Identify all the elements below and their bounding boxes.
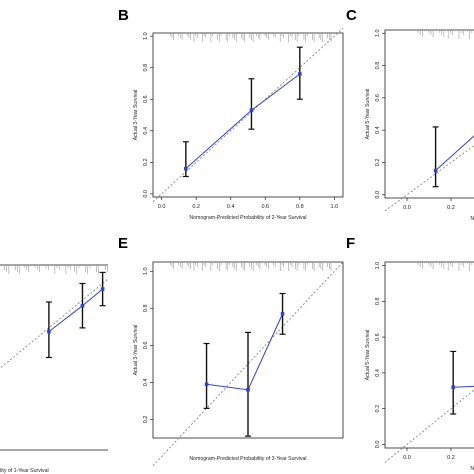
calibration-point <box>298 72 302 76</box>
x-tick-label: 1.0 <box>331 204 339 210</box>
y-tick-label: 0.4 <box>143 379 149 387</box>
y-tick-label: 0.4 <box>375 126 381 134</box>
calibration-point <box>249 108 254 113</box>
y-tick-label: 1.0 <box>375 29 381 37</box>
y-tick-label: 1.0 <box>143 267 149 275</box>
y-tick-label: 0.4 <box>375 369 381 377</box>
y-tick-label: 0.8 <box>143 64 149 72</box>
rug-marks <box>417 30 473 39</box>
y-tick-label: 0.6 <box>143 95 149 103</box>
x-axis-label: Nomogram-Predicted Probability of 2-Year… <box>189 215 306 221</box>
plot-frame <box>384 261 474 449</box>
panel-c: 0.00.20.40.00.20.40.60.81.0Nomogram-Pred… <box>365 29 474 222</box>
x-axis-label: Actual Probability of 1-Year Survival <box>0 468 49 474</box>
x-axis-label: Nomogram-Predicted <box>470 216 474 222</box>
y-axis-label: Actual 5-Year Survival <box>365 89 371 140</box>
x-tick-label: 0.0 <box>403 455 411 461</box>
panel-e: 0.2 0.4 0.6 0.8 1.0 Nomogram-Predicted Probab… <box>133 261 344 467</box>
panel-letter-c: C <box>346 7 357 24</box>
y-tick-label: 0.8 <box>143 304 149 312</box>
panel-d: Actual Probability of 1-Year Survival <box>0 264 108 474</box>
panel-b: 0.0 0.2 0.4 0.6 0.8 1.0 0.0 0.2 0.4 0.6 0.8 1.0 Nomo… <box>133 27 344 221</box>
calibration-line <box>453 385 474 388</box>
panel-letter-b: B <box>118 7 129 24</box>
panel-letter-f: F <box>346 235 355 252</box>
calibration-point <box>47 329 51 334</box>
y-tick-label: 1.0 <box>375 262 381 270</box>
y-tick-label: 0.4 <box>143 127 149 135</box>
reference-diagonal <box>0 278 108 369</box>
rug-marks <box>169 33 332 42</box>
x-tick-label: 0.8 <box>296 204 304 210</box>
x-tick-label: 0.0 <box>403 205 411 211</box>
x-tick-label: 0.2 <box>447 205 455 211</box>
y-axis-label: Actual 5-Year Survival <box>365 330 371 381</box>
plot-frame <box>0 264 108 451</box>
plot-frame <box>384 29 474 199</box>
y-tick-label: 0.8 <box>375 62 381 70</box>
calibration-point <box>451 385 455 389</box>
x-axis-label: Nomogram-Predicted Probability of 3-Year… <box>189 456 306 462</box>
rug-marks <box>169 262 332 271</box>
y-axis-label: Actual 3-Year Survival <box>133 325 139 376</box>
calibration-line <box>48 288 103 332</box>
x-tick-label: 0.6 <box>261 204 269 210</box>
panel-letter-e: E <box>118 235 128 252</box>
calibration-line <box>185 73 301 169</box>
calibration-point <box>184 166 188 171</box>
rug-marks <box>417 262 473 271</box>
plot-frame <box>152 32 344 198</box>
x-tick-label: 0.2 <box>192 204 200 210</box>
calibration-point <box>80 303 85 308</box>
y-tick-label: 0.0 <box>375 191 381 199</box>
calibration-point <box>280 312 285 316</box>
x-tick-label: 0.0 <box>158 204 166 210</box>
y-tick-label: 0.6 <box>143 342 149 350</box>
y-tick-label: 1.0 <box>143 32 149 40</box>
calibration-line <box>435 135 474 171</box>
calibration-line <box>206 313 284 391</box>
calibration-point <box>246 388 250 392</box>
x-tick-label: 0.4 <box>227 204 235 210</box>
y-tick-label: 0.0 <box>375 441 381 449</box>
y-tick-label: 0.2 <box>375 405 381 413</box>
reference-diagonal <box>384 145 474 212</box>
plot-frame <box>152 261 344 439</box>
calibration-point <box>100 287 105 291</box>
calibration-point <box>204 382 209 387</box>
y-tick-label: 0.2 <box>375 159 381 167</box>
calibration-point <box>433 168 438 173</box>
y-tick-label: 0.6 <box>375 333 381 341</box>
x-tick-label: 0.2 <box>447 455 455 461</box>
y-tick-label: 0.2 <box>143 158 149 166</box>
y-tick-label: 0.6 <box>375 94 381 102</box>
rug-marks <box>4 265 108 274</box>
reference-diagonal <box>384 389 474 463</box>
reference-diagonal <box>152 27 344 203</box>
reference-diagonal <box>152 261 344 467</box>
y-tick-label: 0.2 <box>143 416 149 424</box>
y-tick-label: 0.8 <box>375 298 381 306</box>
y-tick-label: 0.0 <box>143 190 149 198</box>
y-axis-label: Actual 3-Year Survival <box>133 90 139 141</box>
x-axis-label: Nomogram-Predicted <box>470 466 474 472</box>
panel-f: 0.00.20.40.00.20.40.60.81.0Nomogram-Pred… <box>365 261 474 472</box>
